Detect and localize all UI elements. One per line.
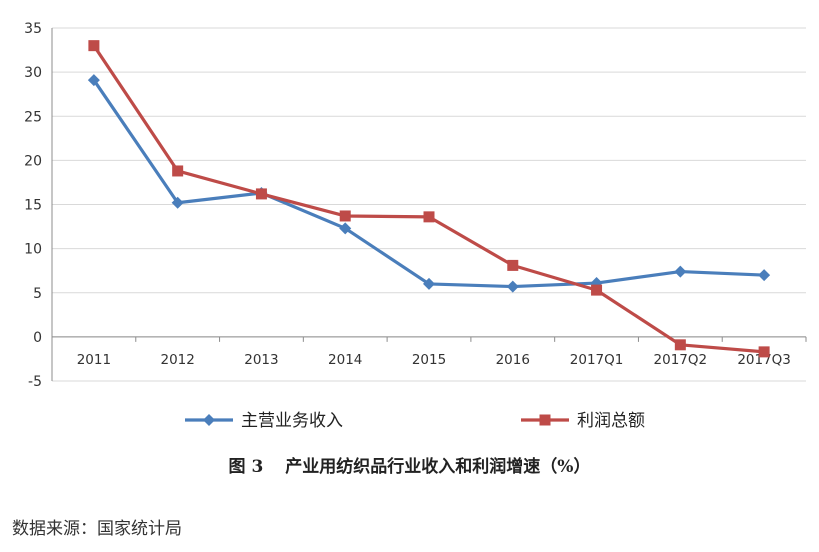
x-tick-label: 2017Q2 — [654, 352, 708, 368]
data-point — [255, 188, 267, 200]
data-point — [758, 346, 770, 358]
data-point — [171, 196, 184, 209]
y-tick-label: 10 — [24, 242, 42, 258]
data-point — [591, 284, 603, 296]
x-axis: 2011 2012 2013 2014 2015 2016 2017Q1 2017Q2 2017… — [51, 336, 807, 368]
y-tick-label: 35 — [24, 21, 42, 37]
series-line-1 — [92, 79, 765, 289]
x-tick-label: 2011 — [77, 352, 111, 368]
legend-label-1: 主营业务收入 — [241, 411, 343, 431]
grid-lines — [52, 27, 806, 382]
figure-caption: 图 3 产业用纺织品行业收入和利润增速（%） — [0, 452, 819, 477]
data-point — [423, 277, 435, 290]
y-tick-label: 15 — [24, 198, 42, 214]
x-tick-label: 2016 — [496, 352, 530, 368]
data-point — [339, 210, 351, 222]
data-point — [507, 259, 519, 271]
y-tick-label: -5 — [28, 374, 42, 390]
x-tick-label: 2013 — [244, 352, 278, 368]
data-point — [674, 265, 687, 278]
data-point — [87, 74, 100, 87]
legend: 主营业务收入 利润总额 — [185, 411, 645, 431]
y-tick-label: 20 — [24, 153, 42, 169]
data-point — [506, 280, 519, 293]
x-tick-label: 2017Q1 — [570, 352, 624, 368]
legend-marker-1 — [203, 414, 215, 426]
data-point — [88, 40, 100, 52]
figure-number: 图 3 — [228, 457, 264, 477]
series-layer — [87, 40, 771, 358]
figure-title: 产业用纺织品行业收入和利润增速（%） — [285, 457, 591, 477]
x-tick-label: 2014 — [328, 352, 362, 368]
data-point — [172, 165, 184, 177]
x-tick-label: 2017Q3 — [737, 352, 791, 368]
y-tick-label: 25 — [24, 109, 42, 125]
y-axis: -5 0 5 10 15 20 25 30 35 — [24, 21, 53, 390]
legend-label-2: 利润总额 — [577, 411, 645, 431]
legend-marker-2 — [539, 414, 551, 426]
data-point — [758, 269, 771, 282]
x-tick-label: 2015 — [412, 352, 446, 368]
data-point — [339, 222, 352, 235]
series-line-2 — [92, 44, 765, 354]
x-tick-label: 2012 — [160, 352, 194, 368]
data-source: 数据来源：国家统计局 — [12, 519, 182, 539]
data-point — [423, 211, 435, 223]
y-tick-label: 30 — [24, 65, 42, 81]
y-tick-label: 5 — [33, 286, 42, 302]
y-tick-label: 0 — [33, 330, 42, 346]
data-point — [674, 339, 686, 351]
